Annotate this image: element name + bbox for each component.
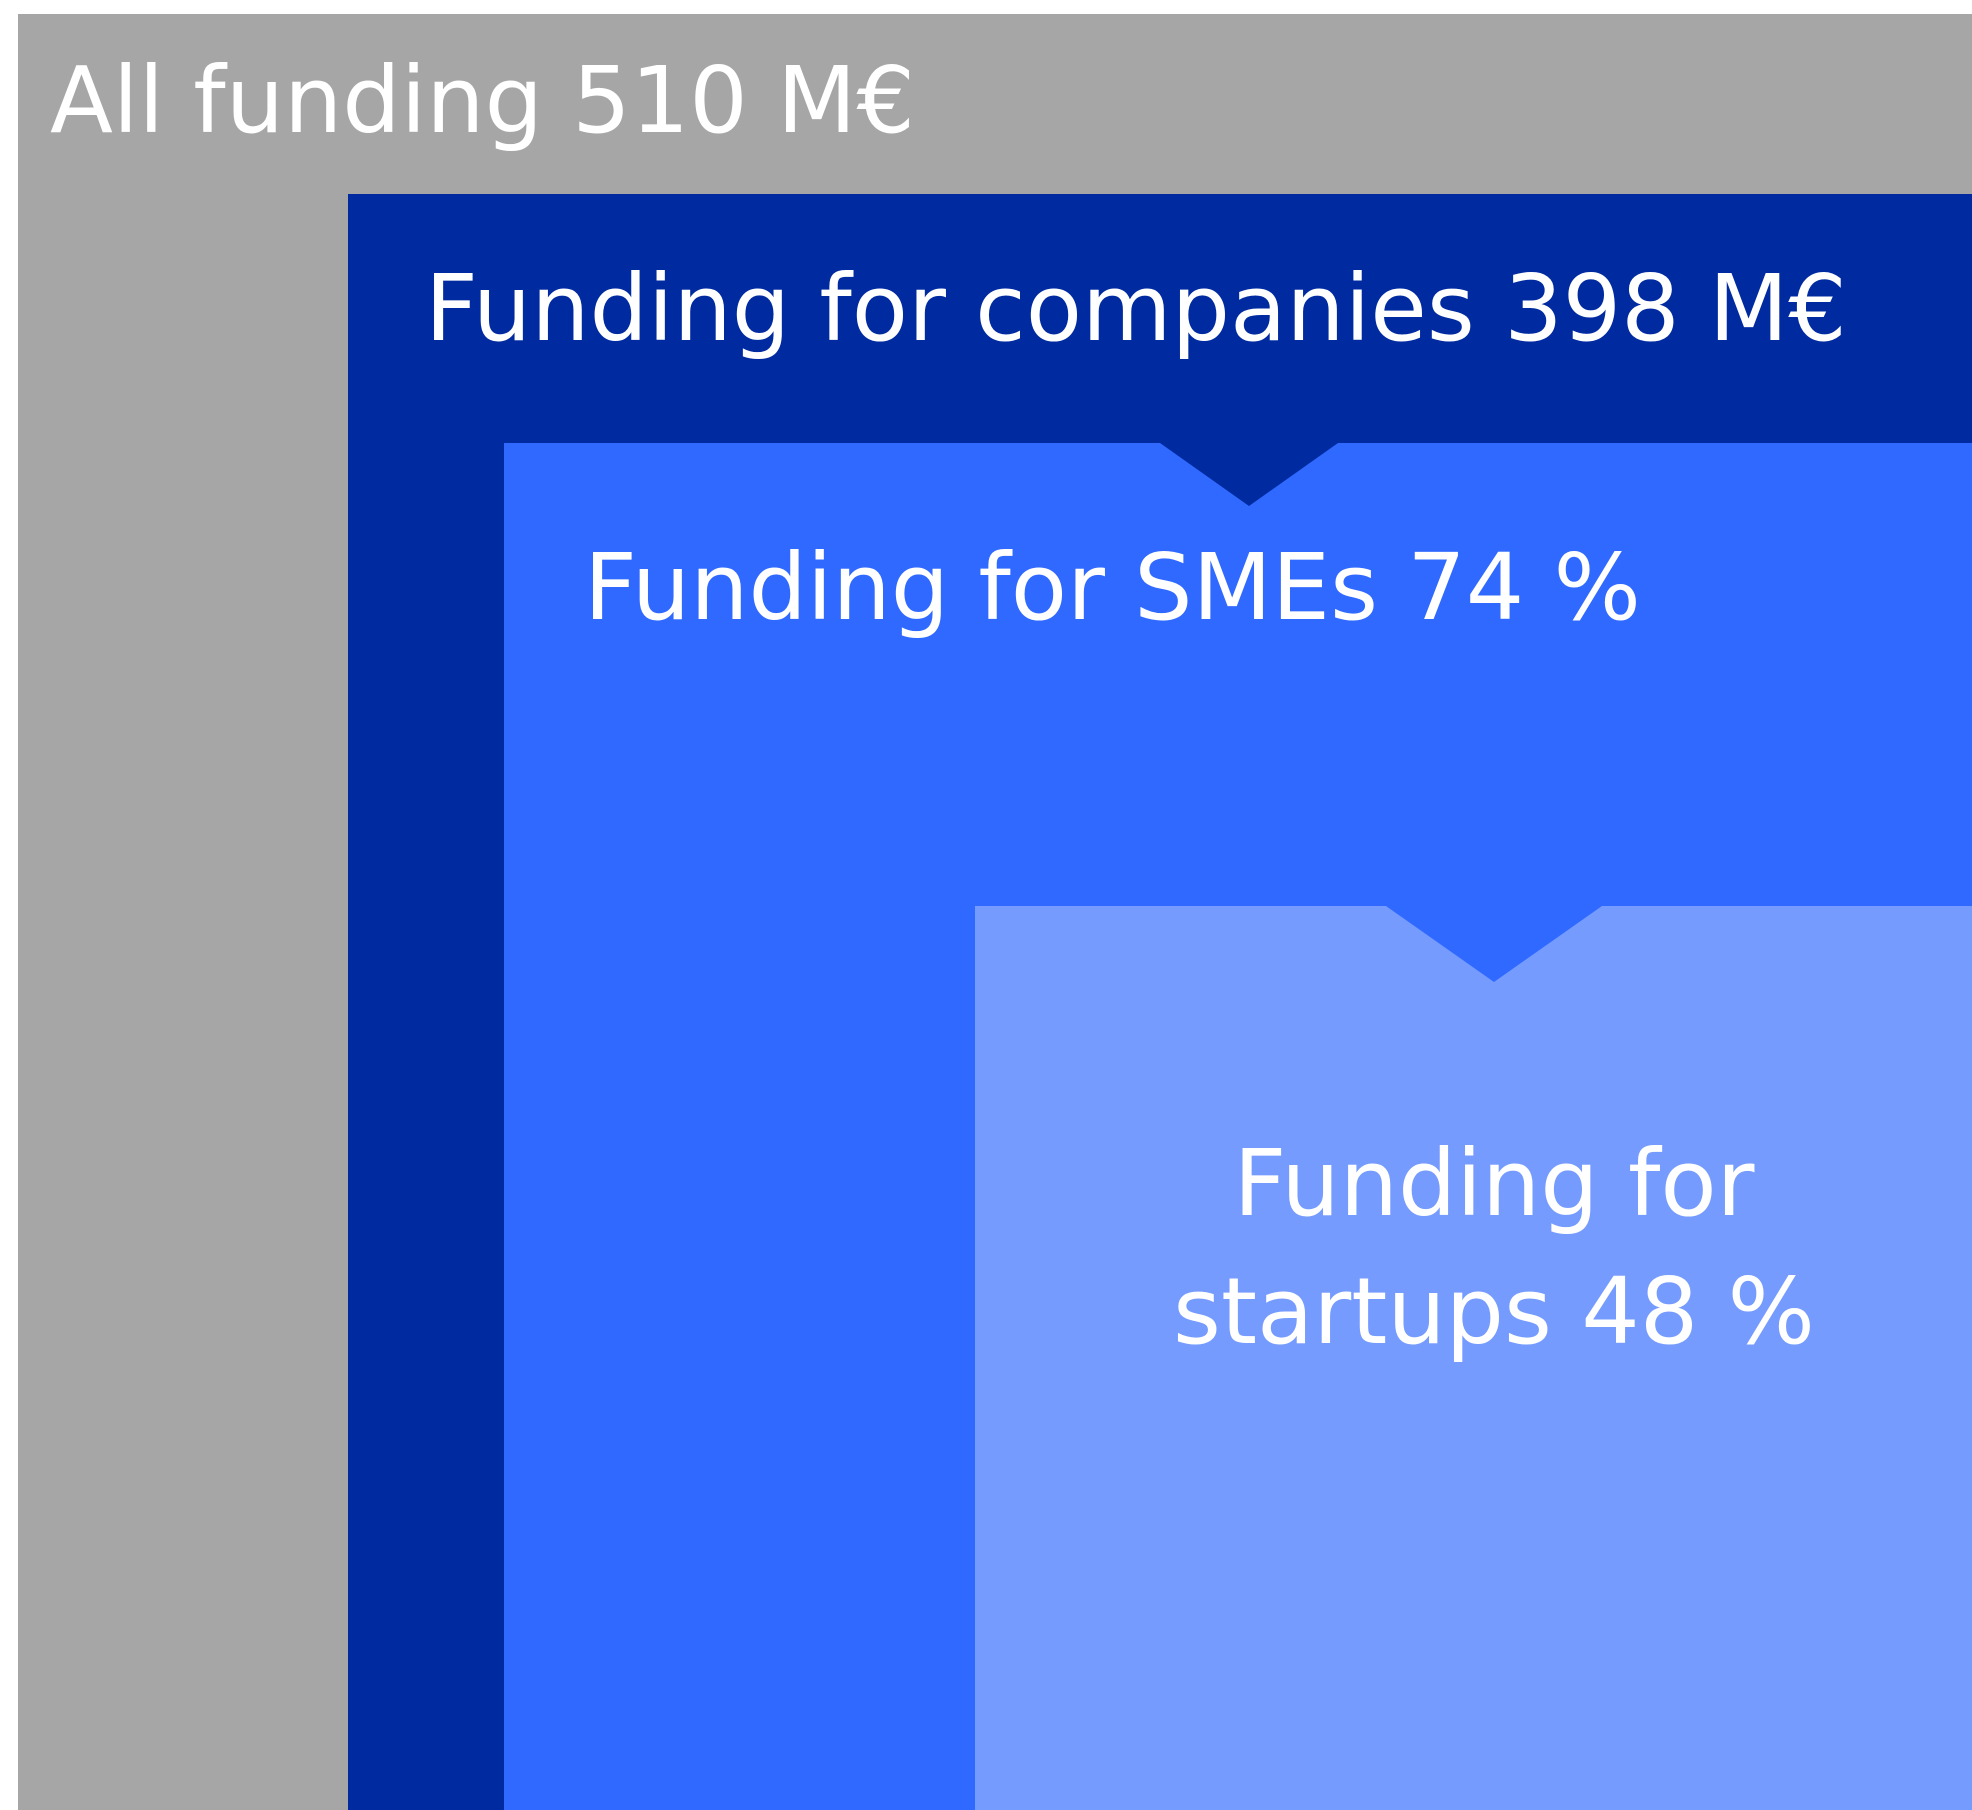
companies-label: Funding for companies 398 M€ xyxy=(425,255,1847,362)
startups-label-line: startups 48 % xyxy=(1173,1258,1815,1365)
smes-label: Funding for SMEs 74 % xyxy=(584,534,1641,641)
startups-box xyxy=(975,906,1972,1810)
all-funding-label: All funding 510 M€ xyxy=(50,47,915,154)
startups-notch xyxy=(1386,906,1602,982)
smes-notch xyxy=(1160,443,1338,506)
startups-label-line: Funding for xyxy=(1234,1130,1755,1237)
